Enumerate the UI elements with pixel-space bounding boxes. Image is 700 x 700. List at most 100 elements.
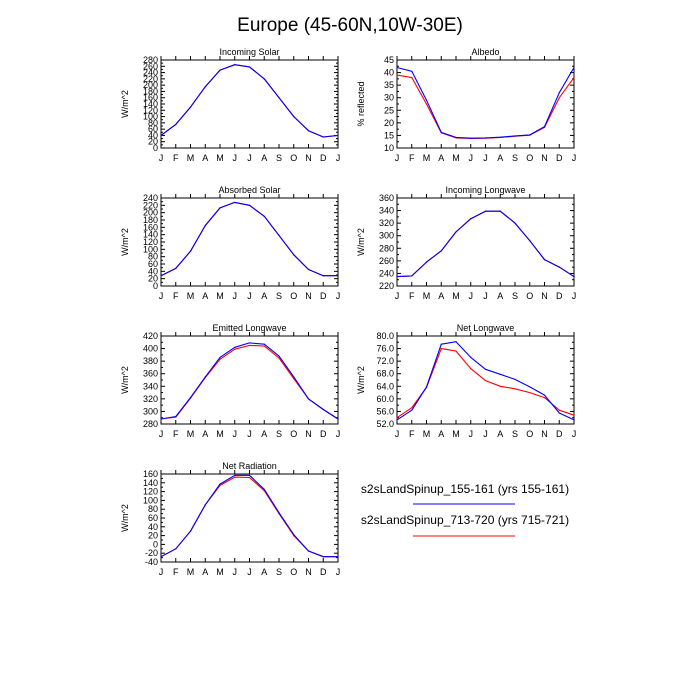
y-tick-label: 76.0 [376,344,394,354]
data-point-1 [470,218,472,220]
y-tick-label: 240 [379,268,394,278]
y-tick-label: 280 [143,55,158,65]
x-tick-label: J [233,291,238,301]
y-tick-label: 380 [143,356,158,366]
data-point-1 [189,250,192,252]
x-tick-label: M [216,291,224,301]
y-tick-label: 40 [148,130,158,140]
x-tick-label: N [305,429,312,439]
panel-title: Net Longwave [457,323,515,333]
data-point-1 [484,368,487,370]
panel-title: Albedo [471,47,499,57]
data-point-1 [278,97,280,99]
y-tick-label: -20 [145,548,158,558]
data-point-1 [322,136,324,138]
y-tick-label: 35 [384,80,394,90]
y-tick-label: 360 [379,193,394,203]
x-tick-label: O [526,429,533,439]
x-tick-label: J [395,429,400,439]
data-point-1 [455,136,457,139]
x-tick-label: J [159,153,164,163]
x-tick-label: M [452,153,460,163]
data-point-1 [411,409,413,411]
x-tick-label: A [438,291,444,301]
x-tick-label: O [290,291,297,301]
data-point-1 [425,261,428,263]
x-tick-label: A [261,291,267,301]
series-line-1 [396,210,575,278]
x-tick-label: D [320,291,327,301]
data-point-1 [175,548,177,550]
x-tick-label: J [247,567,252,577]
y-tick-label: 60 [148,513,158,523]
y-tick-label: 30 [384,93,394,103]
x-tick-label: M [187,153,195,163]
data-point-1 [160,275,162,277]
x-tick-label: J [483,153,488,163]
panel-4: Incoming Longwave W/m^2 220 240 260 280 300 320… [356,185,576,301]
y-tick-label: 180 [143,86,158,96]
data-point-1 [411,275,413,277]
x-tick-label: F [409,429,415,439]
y-tick-label: 72.0 [376,356,394,366]
data-point-1 [322,556,324,558]
panel-6: Net Longwave W/m^2 52.0 56.0 60.0 64.0 68.0 72.… [356,323,576,439]
x-tick-label: S [276,567,282,577]
y-tick-label: 80.0 [376,331,394,341]
x-tick-label: J [336,291,341,301]
data-point-2 [573,77,575,79]
data-point-1 [219,356,221,358]
y-tick-label: 20 [148,274,158,284]
series-line-1 [160,474,338,558]
x-tick-label: F [173,291,179,301]
data-point-2 [396,417,398,419]
y-axis-label: W/m^2 [120,504,130,532]
x-tick-label: O [526,291,533,301]
data-point-1 [499,373,501,375]
x-tick-label: J [572,291,577,301]
data-point-1 [499,136,501,138]
data-point-1 [204,224,206,227]
data-point-1 [322,408,324,411]
data-point-1 [455,231,457,233]
data-point-1 [263,215,265,217]
data-point-1 [175,123,177,126]
y-tick-label: 220 [143,200,158,210]
x-tick-label: J [247,291,252,301]
series-line-2 [160,344,339,420]
data-point-1 [234,201,236,203]
x-tick-label: A [497,153,503,163]
figure-title: Europe (45-60N,10W-30E) [237,15,463,36]
data-point-1 [455,341,457,343]
x-tick-label: J [247,153,252,163]
x-tick-label: N [305,291,312,301]
data-point-1 [219,207,221,209]
data-point-1 [263,78,265,80]
x-tick-label: N [541,153,548,163]
data-point-2 [558,97,560,99]
data-point-1 [307,398,310,400]
y-axis-label: W/m^2 [356,366,366,394]
y-tick-label: 60 [148,259,158,269]
x-tick-label: J [336,429,341,439]
data-point-2 [219,358,221,360]
data-point-1 [248,66,251,68]
data-point-1 [248,204,251,206]
x-tick-label: M [452,291,460,301]
x-tick-label: J [159,291,164,301]
data-point-1 [204,376,206,378]
x-tick-label: A [497,429,503,439]
x-tick-label: O [526,153,533,163]
data-point-1 [440,131,442,134]
x-tick-label: M [216,429,224,439]
data-point-1 [425,99,428,101]
data-point-2 [543,397,546,399]
y-axis-label: W/m^2 [120,90,130,118]
y-tick-label: 240 [143,68,158,78]
data-point-2 [425,103,428,105]
x-tick-label: A [202,291,208,301]
x-tick-label: A [497,291,503,301]
data-point-2 [573,414,575,416]
data-point-1 [263,343,265,345]
x-tick-label: J [159,567,164,577]
